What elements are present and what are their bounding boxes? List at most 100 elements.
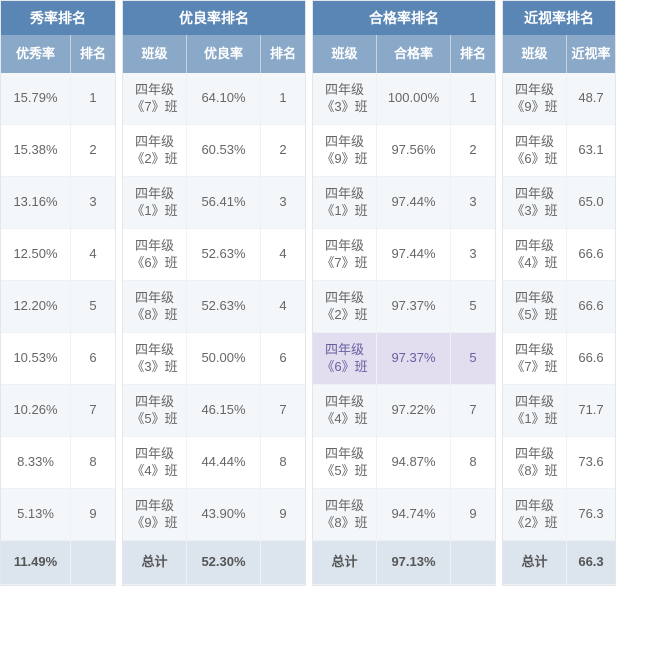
table-row: 四年级《8》班94.74%9 [313, 489, 495, 541]
cell-class: 四年级《1》班 [503, 385, 567, 437]
table-row: 四年级《7》班97.44%3 [313, 229, 495, 281]
cell-rank: 8 [261, 437, 305, 489]
cell-rate: 100.00% [377, 73, 451, 125]
col-rank: 排名 [451, 35, 495, 73]
cell-rate: 52.63% [187, 229, 261, 281]
cell-class: 四年级《3》班 [503, 177, 567, 229]
cell-rank: 5 [71, 281, 115, 333]
table-row: 四年级《2》班60.53%2 [123, 125, 305, 177]
cell-rank: 4 [261, 281, 305, 333]
panel-title: 优良率排名 [123, 1, 305, 35]
total-rate: 97.13% [377, 541, 451, 585]
cell-class: 四年级《9》班 [503, 73, 567, 125]
table-row: 12.50%4 [1, 229, 115, 281]
cell-rate: 52.63% [187, 281, 261, 333]
cell-rank: 9 [261, 489, 305, 541]
cell-rate: 63.1 [567, 125, 615, 177]
cell-class: 四年级《2》班 [503, 489, 567, 541]
cell-rate: 12.20% [1, 281, 71, 333]
cell-rank: 4 [261, 229, 305, 281]
cell-class: 四年级《2》班 [313, 281, 377, 333]
cell-rate: 10.53% [1, 333, 71, 385]
cell-class: 四年级《5》班 [123, 385, 187, 437]
cell-class: 四年级《6》班 [123, 229, 187, 281]
table-row: 四年级《3》班100.00%1 [313, 73, 495, 125]
cell-rate: 94.87% [377, 437, 451, 489]
table-row: 四年级《8》班73.6 [503, 437, 615, 489]
ranking-panel: 合格率排名班级合格率排名四年级《3》班100.00%1四年级《9》班97.56%… [312, 0, 496, 586]
cell-rank: 3 [451, 177, 495, 229]
cell-class: 四年级《9》班 [123, 489, 187, 541]
cell-class: 四年级《6》班 [313, 333, 377, 385]
cell-class: 四年级《4》班 [123, 437, 187, 489]
table-row: 四年级《9》班43.90%9 [123, 489, 305, 541]
col-rate: 合格率 [377, 35, 451, 73]
col-class: 班级 [123, 35, 187, 73]
table-row: 四年级《1》班56.41%3 [123, 177, 305, 229]
total-row: 总计66.3 [503, 541, 615, 585]
table-row: 15.79%1 [1, 73, 115, 125]
cell-class: 四年级《7》班 [123, 73, 187, 125]
cell-rank: 6 [71, 333, 115, 385]
cell-rank: 2 [261, 125, 305, 177]
cell-rate: 50.00% [187, 333, 261, 385]
cell-class: 四年级《8》班 [503, 437, 567, 489]
cell-rate: 65.0 [567, 177, 615, 229]
cell-rank: 5 [451, 333, 495, 385]
cell-class: 四年级《5》班 [503, 281, 567, 333]
col-rate: 近视率 [567, 35, 615, 73]
table-row: 12.20%5 [1, 281, 115, 333]
table-row: 四年级《4》班66.6 [503, 229, 615, 281]
cell-rank: 7 [261, 385, 305, 437]
cell-rate: 43.90% [187, 489, 261, 541]
table-row: 5.13%9 [1, 489, 115, 541]
table-row: 13.16%3 [1, 177, 115, 229]
table-row: 四年级《4》班97.22%7 [313, 385, 495, 437]
col-rank: 排名 [261, 35, 305, 73]
cell-rate: 97.56% [377, 125, 451, 177]
total-row: 11.49% [1, 541, 115, 585]
cell-rate: 97.44% [377, 177, 451, 229]
cell-rate: 66.6 [567, 333, 615, 385]
table-row: 四年级《2》班76.3 [503, 489, 615, 541]
table-row: 10.26%7 [1, 385, 115, 437]
cell-rate: 97.44% [377, 229, 451, 281]
cell-rank: 9 [71, 489, 115, 541]
cell-rate: 12.50% [1, 229, 71, 281]
cell-rank: 3 [71, 177, 115, 229]
table-row: 四年级《9》班97.56%2 [313, 125, 495, 177]
table-row: 四年级《3》班50.00%6 [123, 333, 305, 385]
table-row: 四年级《8》班52.63%4 [123, 281, 305, 333]
cell-rank: 1 [261, 73, 305, 125]
cell-rate: 97.37% [377, 333, 451, 385]
cell-class: 四年级《6》班 [503, 125, 567, 177]
total-rate: 11.49% [1, 541, 71, 585]
table-row: 四年级《4》班44.44%8 [123, 437, 305, 489]
header-row: 优秀率排名 [1, 35, 115, 73]
cell-rate: 76.3 [567, 489, 615, 541]
total-blank [71, 541, 115, 585]
cell-rank: 8 [451, 437, 495, 489]
cell-rate: 46.15% [187, 385, 261, 437]
cell-rate: 15.79% [1, 73, 71, 125]
cell-rate: 71.7 [567, 385, 615, 437]
total-label: 总计 [313, 541, 377, 585]
cell-rate: 73.6 [567, 437, 615, 489]
col-rank: 排名 [71, 35, 115, 73]
cell-rate: 5.13% [1, 489, 71, 541]
table-row: 四年级《5》班94.87%8 [313, 437, 495, 489]
cell-rank: 2 [451, 125, 495, 177]
total-label: 总计 [503, 541, 567, 585]
cell-rate: 97.22% [377, 385, 451, 437]
cell-rate: 64.10% [187, 73, 261, 125]
cell-rank: 7 [71, 385, 115, 437]
cell-rank: 4 [71, 229, 115, 281]
total-blank [451, 541, 495, 585]
cell-class: 四年级《9》班 [313, 125, 377, 177]
cell-rank: 9 [451, 489, 495, 541]
total-rate: 66.3 [567, 541, 615, 585]
cell-rate: 44.44% [187, 437, 261, 489]
table-row: 四年级《1》班97.44%3 [313, 177, 495, 229]
table-row: 10.53%6 [1, 333, 115, 385]
cell-class: 四年级《5》班 [313, 437, 377, 489]
